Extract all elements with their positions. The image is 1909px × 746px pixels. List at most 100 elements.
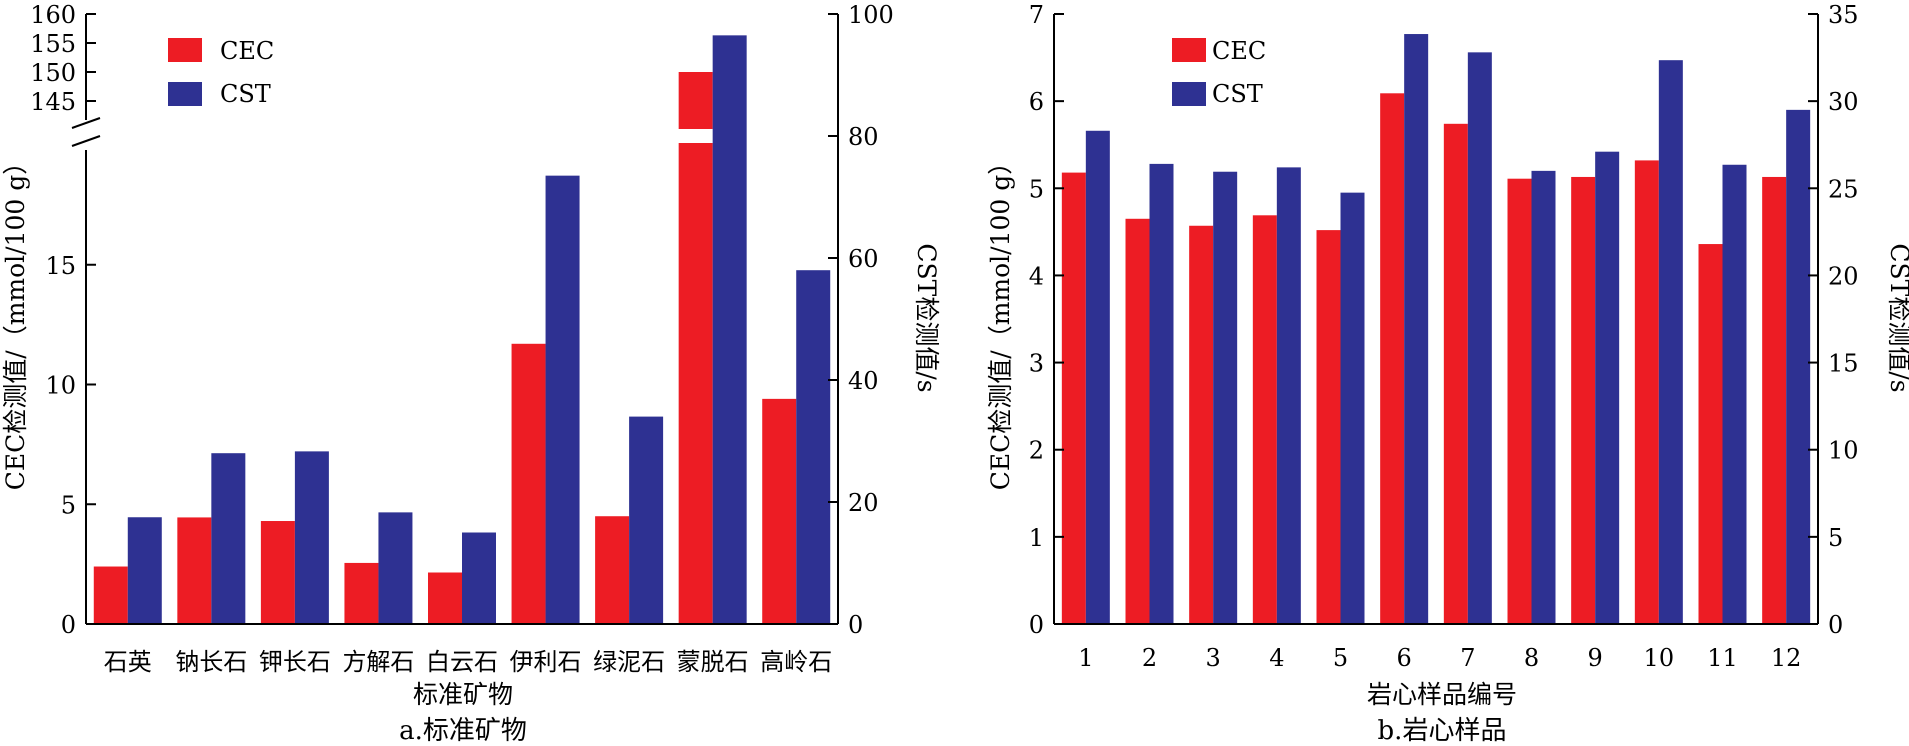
- y-tick-label: 155: [30, 30, 76, 58]
- bar-cec: [93, 566, 128, 624]
- y2-tick-label: 20: [1828, 262, 1859, 290]
- bar-cst: [545, 175, 580, 624]
- x-tick-label: 蒙脱石: [677, 648, 749, 676]
- y2-tick-label: 30: [1828, 88, 1859, 116]
- x-tick-label: 1: [1078, 644, 1093, 672]
- x-tick-label: 9: [1588, 644, 1603, 672]
- x-tick-label: 伊利石: [510, 648, 582, 676]
- y2-tick-label: 0: [848, 611, 863, 639]
- y-axis-break-mark: [71, 117, 101, 129]
- x-tick-label: 绿泥石: [593, 648, 665, 676]
- y-axis-title: CEC检测值/（mmol/100 g）: [986, 150, 1015, 490]
- legend-swatch-cst: [1172, 82, 1206, 106]
- bar-cst: [1340, 192, 1365, 624]
- y-tick-label: 150: [30, 59, 76, 87]
- bar-cst: [1531, 170, 1556, 624]
- y-tick-label: 0: [1029, 611, 1044, 639]
- bar-cst: [1722, 164, 1747, 624]
- y-tick-label: 10: [45, 372, 76, 400]
- bar-cst: [796, 270, 831, 624]
- bar-cst: [1213, 171, 1238, 624]
- y-axis-break-mark: [71, 135, 101, 147]
- chart-caption: a.标准矿物: [399, 716, 527, 746]
- x-tick-label: 12: [1771, 644, 1802, 672]
- bar-cst: [127, 517, 162, 624]
- y-tick-label: 15: [45, 252, 76, 280]
- y2-tick-label: 25: [1828, 175, 1859, 203]
- y2-tick-label: 60: [848, 245, 879, 273]
- bar-cst: [1085, 130, 1110, 624]
- x-tick-label: 10: [1644, 644, 1675, 672]
- x-tick-label: 8: [1524, 644, 1539, 672]
- bar-cec: [1252, 215, 1277, 625]
- bars-core-samples: [1061, 34, 1811, 625]
- y2-tick-label: 20: [848, 489, 879, 517]
- x-tick-label: 11: [1707, 644, 1738, 672]
- y2-axis-title: CST检测值/s: [1885, 243, 1909, 392]
- bar-cst: [211, 453, 246, 624]
- bar-cst: [1658, 60, 1683, 624]
- bar-cec: [1380, 93, 1405, 625]
- y-axis-title: CEC检测值/（mmol/100 g）: [1, 150, 30, 490]
- x-tick-label: 2: [1142, 644, 1157, 672]
- bar-cec: [678, 72, 713, 129]
- legend-label-cst: CST: [220, 80, 271, 108]
- x-tick-label: 高岭石: [760, 648, 832, 676]
- x-tick-label: 白云石: [426, 648, 498, 676]
- bar-cec: [1507, 178, 1532, 624]
- bar-cec: [511, 343, 546, 624]
- bar-cec: [678, 143, 713, 624]
- chart-caption: b.岩心样品: [1378, 716, 1507, 746]
- y-tick-label: 0: [61, 611, 76, 639]
- bar-cec: [1443, 123, 1468, 625]
- bar-cec: [1762, 176, 1787, 624]
- axes-standard-minerals: 石英 钠长石 钾长石 方解石 白云石 伊利石 绿泥石 蒙脱石 高岭石 0 5 10 15 14515015…: [30, 1, 894, 676]
- chart-standard-minerals: 石英 钠长石 钾长石 方解石 白云石 伊利石 绿泥石 蒙脱石 高岭石 0 5 10 15 14515015…: [1, 1, 941, 746]
- x-tick-label: 6: [1397, 644, 1412, 672]
- y-tick-label: 7: [1029, 1, 1044, 29]
- x-tick-label: 4: [1269, 644, 1284, 672]
- x-tick-label: 3: [1206, 644, 1221, 672]
- y2-tick-label: 40: [848, 367, 879, 395]
- bar-cst: [1467, 52, 1492, 625]
- y2-tick-label: 15: [1828, 350, 1859, 378]
- y-tick-label: 3: [1029, 350, 1044, 378]
- y-tick-label: 160: [30, 1, 76, 29]
- legend-label-cst: CST: [1212, 80, 1263, 108]
- x-tick-label: 石英: [104, 648, 152, 676]
- legend-core-samples: CEC CST: [1172, 37, 1266, 108]
- bar-cec: [428, 572, 462, 624]
- bar-cec: [1189, 225, 1214, 624]
- bar-cec: [1698, 244, 1723, 625]
- y2-axis-title: CST检测值/s: [912, 243, 941, 392]
- legend-swatch-cec: [1172, 38, 1206, 62]
- x-axis-title: 标准矿物: [413, 680, 513, 709]
- y2-tick-label: 5: [1828, 524, 1843, 552]
- bar-cec: [1061, 172, 1086, 624]
- bar-cst: [1786, 109, 1811, 625]
- bar-cec: [1571, 176, 1596, 624]
- legend-swatch-cec: [168, 38, 202, 62]
- y2-tick-label: 100: [848, 1, 894, 29]
- y2-tick-label: 35: [1828, 1, 1859, 29]
- y-tick-label: 6: [1029, 88, 1044, 116]
- legend-label-cec: CEC: [220, 37, 274, 65]
- y-tick-label: 2: [1029, 437, 1044, 465]
- y-tick-label: 5: [61, 491, 76, 519]
- legend-label-cec: CEC: [1212, 37, 1266, 65]
- legend-swatch-cst: [168, 82, 202, 106]
- x-tick-label: 钾长石: [259, 648, 331, 676]
- bar-cec: [762, 398, 797, 624]
- y-tick-label: 5: [1029, 175, 1044, 203]
- x-tick-label: 5: [1333, 644, 1348, 672]
- bar-cec: [1634, 160, 1659, 624]
- bar-cst: [1149, 163, 1174, 624]
- bar-cst: [629, 416, 664, 624]
- x-tick-label: 钠长石: [175, 648, 247, 676]
- bar-cst: [462, 532, 496, 624]
- y-tick-label: 4: [1029, 262, 1044, 290]
- bar-cec: [260, 521, 295, 624]
